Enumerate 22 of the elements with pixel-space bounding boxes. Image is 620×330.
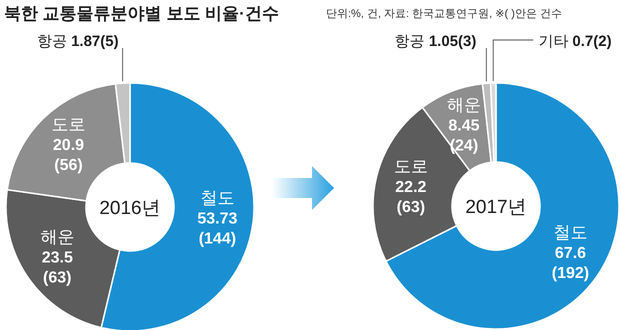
- slice-label: 도로: [394, 156, 428, 176]
- slice-label: 항공: [394, 33, 429, 50]
- slice-label: 기타: [538, 33, 572, 50]
- slice-label: 도로: [51, 115, 86, 134]
- slice-label: 철도: [553, 222, 588, 242]
- data-label: 23.5(63): [42, 250, 73, 287]
- chart-subtitle: 단위:%, 건, 자료: 한국교통연구원, ※( )안은 건수: [326, 8, 562, 20]
- data-label: 0.7(2): [572, 33, 612, 50]
- data-label: 1.87(5): [71, 33, 119, 50]
- text: 2017년: [465, 197, 527, 218]
- data-label: 8.45(24): [448, 118, 480, 155]
- slice-label: 해운: [40, 228, 74, 247]
- slice-label: 철도: [200, 188, 234, 208]
- data-label: 22.2(63): [395, 178, 427, 216]
- slice-label: 항공: [36, 33, 72, 50]
- chart-title: 북한 교통물류분야별 보도 비율·건수: [4, 4, 279, 23]
- data-label: 53.73(144): [197, 210, 238, 248]
- data-label: 67.6(192): [552, 244, 590, 282]
- data-label: 1.05(3): [428, 33, 476, 50]
- text: 2016년: [99, 198, 161, 219]
- data-label: 20.9(56): [52, 137, 84, 174]
- slice-label: 해운: [446, 96, 481, 115]
